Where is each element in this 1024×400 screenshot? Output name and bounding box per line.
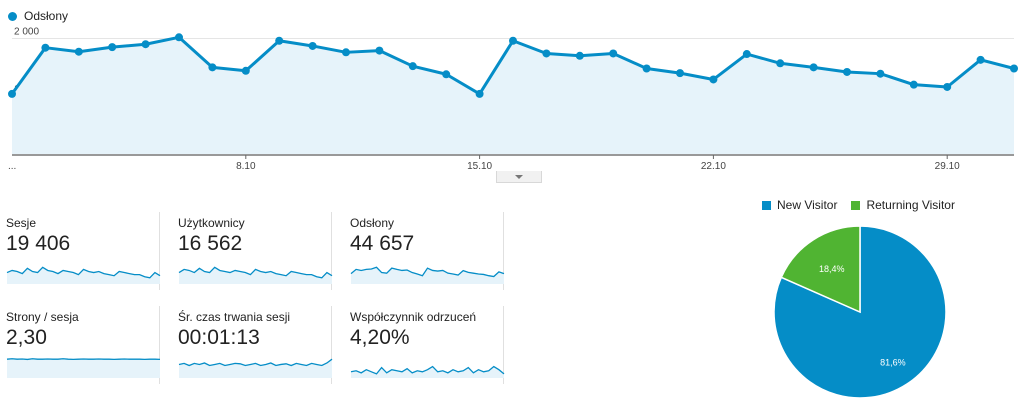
legend-swatch-icon [762, 200, 771, 210]
sparkline [6, 358, 161, 378]
sparkline-fill [7, 267, 160, 284]
data-point[interactable] [1010, 64, 1018, 73]
data-point[interactable] [876, 69, 885, 78]
legend-dot-icon [8, 11, 17, 21]
legend-swatch-icon [851, 200, 861, 210]
pie-slice-returning-visitor[interactable] [780, 225, 861, 314]
pie-legend: New Visitor Returning Visitor [762, 198, 969, 212]
sparkline-line [178, 266, 333, 279]
x-tick-label: ... [8, 161, 16, 172]
legend-label: Odsłony [24, 9, 69, 23]
pie-legend-label: Returning Visitor [866, 198, 955, 212]
x-tick-label: 15.10 [467, 161, 492, 172]
data-point[interactable] [141, 40, 150, 49]
data-point[interactable] [475, 89, 484, 98]
pie-slice-label: 18,4% [819, 264, 845, 274]
data-point[interactable] [375, 46, 384, 55]
data-point[interactable] [208, 63, 217, 72]
data-point[interactable] [342, 48, 350, 57]
sparkline-line [178, 358, 333, 367]
sparkline [6, 266, 161, 284]
sparkline-fill [179, 359, 332, 378]
data-point[interactable] [241, 66, 250, 75]
data-point[interactable] [776, 59, 785, 68]
metric-value: 44 657 [350, 232, 415, 255]
data-point[interactable] [442, 70, 451, 79]
x-tick-label: 29.10 [935, 161, 960, 172]
sparkline [350, 266, 505, 284]
data-point[interactable] [74, 47, 83, 56]
data-point[interactable] [742, 50, 751, 59]
data-point[interactable] [8, 89, 16, 98]
metric-label: Użytkownicy [178, 216, 245, 230]
chart-collapse-handle[interactable] [496, 171, 542, 183]
data-point[interactable] [575, 51, 584, 60]
metric-value: 2,30 [6, 326, 47, 349]
sparkline-fill [179, 267, 332, 284]
sparkline-line [6, 266, 161, 279]
data-point[interactable] [542, 49, 551, 58]
metric-label: Współczynnik odrzuceń [350, 310, 477, 324]
sparkline-line [350, 365, 505, 375]
data-point[interactable] [909, 80, 918, 89]
metric-label: Sesje [6, 216, 37, 230]
sparkline-line [6, 358, 161, 361]
pie-legend-new-visitor[interactable]: New Visitor [762, 198, 837, 212]
data-point[interactable] [976, 55, 985, 64]
chart-legend: Odsłony [8, 9, 68, 23]
metric-bounce-rate[interactable]: Współczynnik odrzuceń 4,20% [344, 306, 505, 384]
pie-slice-label: 81,6% [880, 357, 906, 367]
metric-pageviews[interactable]: Odsłony 44 657 [344, 212, 505, 290]
chevron-down-icon [515, 174, 523, 179]
area-fill [12, 37, 1014, 154]
pie-legend-label: New Visitor [777, 198, 838, 212]
metric-label: Odsłony [350, 216, 395, 230]
sparkline [350, 365, 505, 378]
data-point[interactable] [175, 33, 183, 42]
metric-avg-session-duration[interactable]: Śr. czas trwania sesji 00:01:13 [172, 306, 333, 384]
pie-legend-returning-visitor[interactable]: Returning Visitor [851, 198, 955, 212]
sparkline-line [350, 266, 505, 278]
x-tick-label: 8.10 [236, 161, 256, 172]
data-point[interactable] [308, 41, 317, 50]
data-point[interactable] [642, 64, 651, 73]
sparkline [178, 358, 333, 378]
metric-sessions[interactable]: Sesje 19 406 [0, 212, 161, 290]
data-point[interactable] [943, 82, 952, 91]
y-tick-label: 2 000 [14, 26, 39, 37]
data-point[interactable] [108, 43, 117, 52]
data-point[interactable] [509, 36, 517, 45]
metric-label: Śr. czas trwania sesji [178, 310, 291, 324]
sparkline-fill [351, 267, 504, 284]
data-point[interactable] [275, 36, 284, 45]
visitor-type-pie-chart: 81,6% 18,4% [773, 225, 947, 399]
data-point[interactable] [41, 43, 50, 52]
data-point[interactable] [609, 49, 618, 58]
metric-value: 16 562 [178, 232, 243, 255]
metric-label: Strony / sesja [6, 310, 79, 324]
metric-value: 4,20% [350, 326, 410, 349]
metric-value: 00:01:13 [178, 326, 260, 349]
data-point[interactable] [843, 67, 851, 76]
x-tick-label: 22.10 [701, 161, 726, 172]
sparkline-fill [7, 358, 160, 378]
metric-value: 19 406 [6, 232, 71, 255]
metric-pages-per-session[interactable]: Strony / sesja 2,30 [0, 306, 161, 384]
data-point[interactable] [408, 62, 417, 71]
data-point[interactable] [809, 63, 818, 72]
data-point[interactable] [676, 69, 684, 78]
metric-users[interactable]: Użytkownicy 16 562 [172, 212, 333, 290]
sparkline [178, 266, 333, 284]
data-point[interactable] [709, 75, 718, 84]
